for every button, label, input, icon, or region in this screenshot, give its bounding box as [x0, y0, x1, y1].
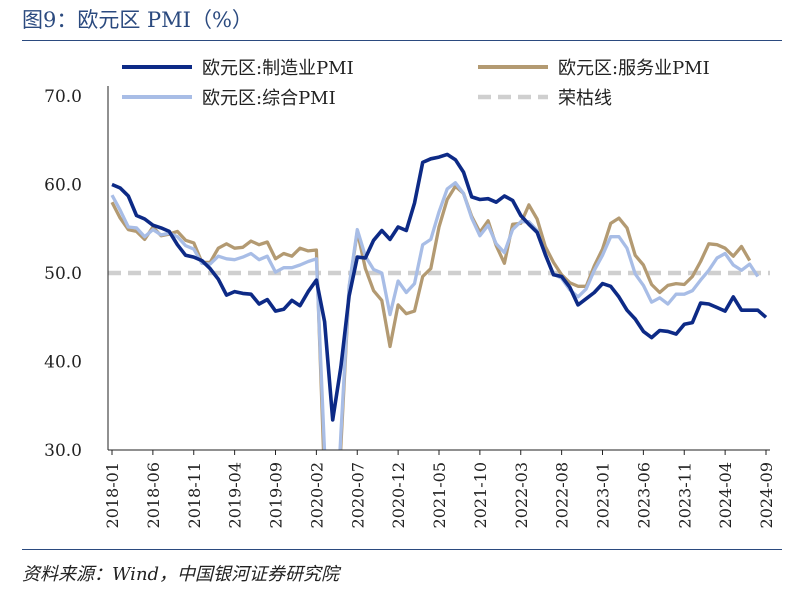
y-tick-label: 30.0	[44, 441, 82, 461]
x-tick-label: 2019-04	[226, 462, 245, 528]
legend-label-composite: 欧元区:综合PMI	[202, 88, 336, 109]
chart-legend: 欧元区:制造业PMI 欧元区:服务业PMI 欧元区:综合PMI 荣枯线	[122, 58, 710, 109]
x-tick-label: 2024-09	[757, 462, 776, 528]
y-tick-label: 70.0	[44, 87, 82, 107]
source-note: 资料来源：Wind，中国银河证券研究院	[22, 564, 340, 585]
x-tick-label: 2022-08	[553, 462, 572, 528]
x-tick-label: 2022-03	[512, 462, 531, 528]
x-tick-label: 2024-04	[716, 462, 735, 528]
series-line-composite	[110, 181, 760, 450]
x-tick-label: 2020-07	[348, 462, 367, 528]
chart-axes: 30.0 40.0 50.0 60.0 70.0 2018-01 2018-06 2018-1…	[44, 86, 776, 528]
pmi-line-chart: 欧元区:制造业PMI 欧元区:服务业PMI 欧元区:综合PMI 荣枯线 30.0 40.…	[44, 58, 776, 528]
legend-label-threshold: 荣枯线	[558, 88, 612, 109]
x-tick-label: 2021-10	[471, 462, 490, 528]
x-tick-label: 2020-12	[389, 462, 408, 528]
figure-title: 图9：欧元区 PMI（%）	[22, 8, 253, 32]
x-tick-label: 2023-11	[675, 462, 694, 528]
x-tick-label: 2020-02	[307, 462, 326, 528]
x-tick-label: 2018-01	[103, 462, 122, 528]
y-tick-label: 60.0	[44, 176, 82, 196]
x-tick-label: 2023-01	[594, 462, 613, 528]
x-tick-label: 2018-06	[144, 462, 163, 528]
series-line-services	[110, 184, 752, 450]
legend-label-services: 欧元区:服务业PMI	[558, 58, 710, 79]
x-tick-label: 2023-06	[634, 462, 653, 528]
y-tick-label: 50.0	[44, 264, 82, 284]
x-tick-label: 2019-09	[267, 462, 286, 528]
source-rule	[22, 549, 782, 550]
x-tick-label: 2021-05	[430, 462, 449, 528]
x-tick-label: 2018-11	[185, 462, 204, 528]
y-tick-label: 40.0	[44, 353, 82, 373]
series-line-manufacturing	[111, 152, 768, 422]
legend-label-manufacturing: 欧元区:制造业PMI	[202, 58, 354, 79]
series-lines	[110, 152, 768, 450]
title-rule	[22, 40, 782, 41]
